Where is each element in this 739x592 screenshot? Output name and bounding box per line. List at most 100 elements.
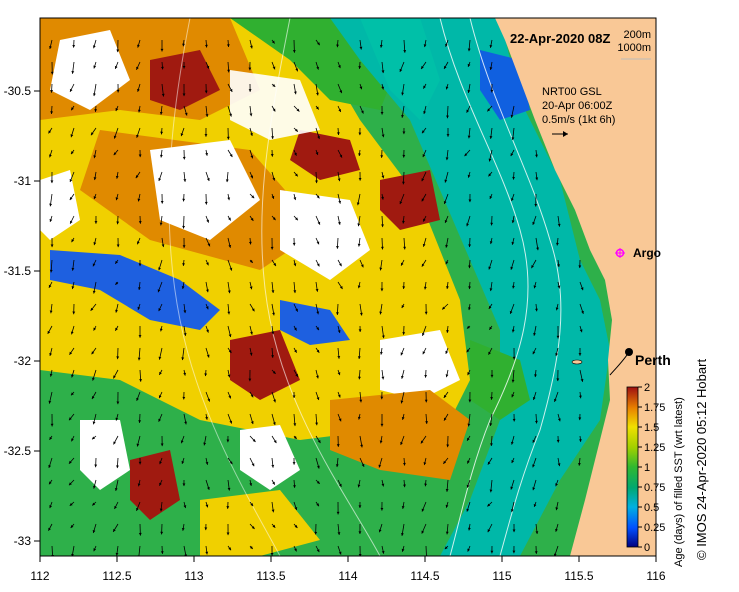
current-vector-head [138,154,142,158]
current-vector-head [489,195,493,199]
current-vector-head [381,134,385,138]
current-vector-head [48,284,52,288]
current-vector-head [69,502,73,506]
current-vector-head [181,286,185,289]
colorbar-title: Age (days) of filled SST (wrt latest) [673,397,685,567]
current-vector-head [357,243,361,247]
current-vector-head [50,89,54,93]
current-vector-head [381,335,385,339]
current-vector-head [316,195,320,199]
current-vector-head [555,528,558,532]
current-vector-head [157,289,161,293]
current-vector-head [511,460,515,464]
current-vector-head [93,196,97,200]
current-vector-head [335,464,339,468]
current-vector-head [50,180,54,184]
current-vector-head [71,374,74,378]
current-vector [425,545,427,556]
current-vector-head [158,267,161,271]
current-vector-head [467,423,471,427]
current-vector-head [294,507,298,510]
x-tick-label: 112.5 [102,569,131,583]
current-vector-head [270,246,274,250]
current-vector-head [181,527,185,531]
current-vector-head [273,263,276,267]
current-vector-head [160,531,164,535]
current-vector-head [71,239,75,243]
current-vector-head [401,533,404,536]
current-vector-head [71,553,74,556]
current-vector-head [339,286,343,290]
current-vector-head [137,88,140,92]
current-vector-head [159,371,162,375]
current-vector-head [48,400,52,404]
argo-marker [615,248,625,258]
current-vector-head [358,132,362,136]
current-vector-head [533,285,537,289]
current-vector-head [136,66,139,70]
current-vector-head [248,67,252,71]
current-vector-head [295,217,298,221]
current-vector-head [316,397,320,401]
current-vector-head [487,108,491,112]
colorbar-tick-label: 1.5 [644,422,659,434]
current-vector-head [160,551,164,554]
current-vector-head [49,353,53,356]
current-vector-head [206,354,210,358]
current-vector-head [446,115,449,119]
current-vector-head [204,90,208,94]
current-vector-head [532,464,535,468]
current-vector-head [182,245,186,248]
current-vector-head [182,263,186,266]
current-vector-head [47,330,51,334]
current-vector-head [137,44,140,48]
current-vector-head [93,242,97,246]
current-vector-head [137,109,141,113]
current-vector-head [424,374,428,378]
current-vector-head [181,460,185,464]
current-vector-head [158,356,162,360]
current-vector-head [226,44,230,48]
current-vector-head [555,353,559,357]
current-vector-head [378,529,382,533]
current-vector-head [402,154,406,158]
current-vector-head [272,217,276,221]
current-vector-head [423,218,426,222]
colorbar-tick-label: 0 [644,542,650,554]
current-vector-head [399,201,403,205]
current-vector-head [292,395,296,399]
current-vector-head [204,527,208,531]
current-vector-head [553,553,557,556]
current-vector-head [137,241,140,245]
current-vector-head [49,505,53,509]
current-vector-head [445,489,449,492]
current-vector-head [488,158,492,162]
current-vector-head [403,484,406,488]
current-vector-head [445,504,449,508]
current-vector-head [69,88,73,92]
current-vector-head [510,441,514,445]
current-vector-head [490,222,494,226]
current-vector-head [442,306,446,310]
current-vector-head [271,355,275,358]
current-vector-head [294,349,297,353]
current-vector-head [138,335,142,338]
current-vector-head [466,508,470,512]
current-vector-head [336,246,339,249]
current-vector-head [227,197,231,201]
current-vector-head [422,351,426,355]
current-vector-head [182,483,186,487]
current-vector-head [339,90,343,94]
current-vector-head [270,153,274,157]
current-vector-head [92,290,96,294]
current-vector-head [249,483,253,486]
current-vector-head [93,177,97,181]
current-vector-head [160,200,164,204]
current-vector-head [443,417,447,421]
current-vector-head [401,375,404,379]
current-vector-head [467,527,471,531]
current-vector-head [512,529,516,533]
current-vector-head [113,441,116,445]
current-vector-head [338,418,342,422]
current-vector-head [316,375,319,379]
